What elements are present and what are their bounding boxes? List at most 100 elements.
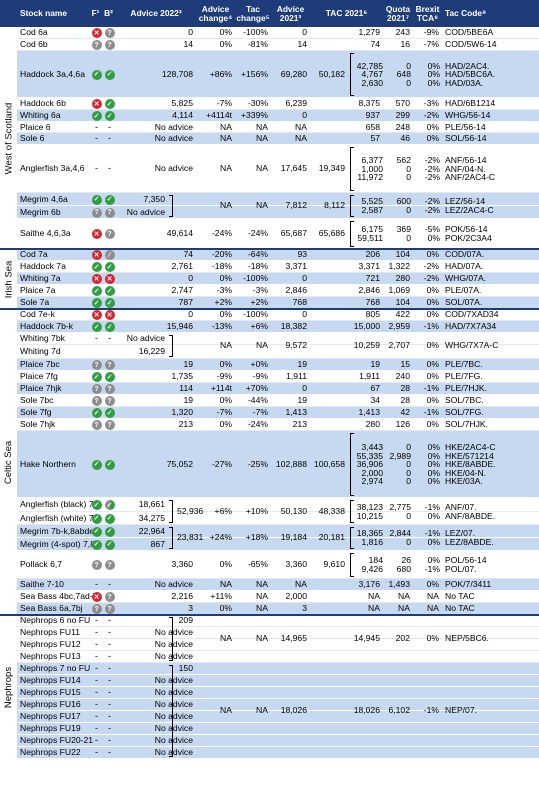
check-icon: ✓ xyxy=(104,194,115,205)
brexit-part: -2% xyxy=(424,163,440,174)
tac-2021: 937 xyxy=(365,110,380,121)
brexit-tca: 0% xyxy=(426,122,439,132)
dash-icon: - xyxy=(108,699,111,710)
b-status: - xyxy=(103,687,116,699)
tac-change: +0% xyxy=(250,359,268,370)
cross-icon: ✕ xyxy=(91,99,102,109)
question-icon: ? xyxy=(104,360,115,370)
quota-2021: 15 xyxy=(400,359,410,370)
quota-part: 0 xyxy=(406,467,411,478)
advice-2021: 65,687 xyxy=(280,228,307,239)
dash-icon: - xyxy=(95,133,98,144)
tac-2021-parts: 6,175 59,511 xyxy=(352,219,383,249)
tac-2021: 206 xyxy=(365,249,380,260)
advice-2022: 0 xyxy=(188,273,193,284)
dash-icon: - xyxy=(95,163,98,174)
brexit-tca: -1% xyxy=(423,321,439,332)
tac-code-parts: LEZ/56-14 LEZ/2AC4-C xyxy=(442,193,539,219)
stock-name: Nephrops FU11 xyxy=(20,627,81,638)
quota-2021: 240 xyxy=(395,371,410,382)
b-status: - xyxy=(103,675,116,687)
table-row-bg xyxy=(17,651,539,663)
question-icon: ? xyxy=(91,360,102,370)
question-icon: ? xyxy=(104,229,115,239)
table-row-bg xyxy=(17,249,539,261)
header-brexit: Brexit TCA⁸ xyxy=(415,4,440,23)
stock-name: Cod 7e-k xyxy=(20,309,55,320)
advice-2022: No advice xyxy=(154,651,193,662)
tac-code-parts: HAD/2AC4. HAD/5BC6A. HAD/03A. xyxy=(442,51,539,98)
header-advice-change: Advice change⁴ xyxy=(198,4,233,23)
dash-icon: - xyxy=(108,663,111,674)
tac-change: +156% xyxy=(241,68,268,79)
advice-change: 0% xyxy=(219,395,232,406)
tac-change: +10% xyxy=(245,505,268,516)
tac-change: NA xyxy=(256,122,268,132)
dash-icon: - xyxy=(108,579,111,590)
header-advice: Advice 2022³ xyxy=(130,8,182,19)
tac-2021-parts: 6,377 1,000 11,972 xyxy=(352,145,383,193)
f-status: ? xyxy=(90,419,103,431)
brace xyxy=(169,335,173,357)
f-status: ✓ xyxy=(90,538,103,551)
tac-code: PLE/7FG. xyxy=(445,371,483,382)
region-label: Celtic Sea xyxy=(0,309,17,615)
f-status: - xyxy=(90,711,103,723)
cross-icon: ✕ xyxy=(91,229,102,239)
stock-name: Haddock 7b-k xyxy=(20,321,74,332)
brace xyxy=(169,665,173,757)
advice-change: -20% xyxy=(211,249,232,260)
stock-name: Plaice 6 xyxy=(20,122,51,132)
advice-2022: 74 xyxy=(183,249,193,260)
f-status: - xyxy=(90,639,103,651)
quota-parts: 369 0 xyxy=(383,219,411,249)
advice-2022: 2,747 xyxy=(171,285,193,296)
brexit-tca: 0% xyxy=(426,419,439,430)
tac-code-parts: LEZ/07. LEZ/8ABDE. xyxy=(442,525,539,551)
table-row-bg xyxy=(17,273,539,285)
b-status: ? xyxy=(103,383,116,395)
brexit-part: 0% xyxy=(427,233,440,243)
tac-part: 184 xyxy=(368,555,383,566)
tac-part: 6,377 xyxy=(361,155,383,166)
advice-change: +6% xyxy=(214,505,232,516)
tac-code: POK/7/3411 xyxy=(445,579,492,590)
advice-2022: 18,661 xyxy=(138,499,165,510)
question-icon: ? xyxy=(104,420,115,430)
advice-2021: 213 xyxy=(292,419,307,430)
quota-part: 369 xyxy=(396,224,411,235)
tac-part: 59,511 xyxy=(357,233,383,243)
tac-code: No TAC xyxy=(445,591,475,602)
brace xyxy=(169,195,173,217)
tac-code: COD/7XAD34 xyxy=(445,309,499,320)
dash-icon: - xyxy=(95,687,98,698)
b-status: - xyxy=(103,122,116,133)
question-icon: ? xyxy=(104,384,115,394)
tac-code-part: LEZ/07. xyxy=(445,528,476,539)
brexit-tca: 0% xyxy=(426,297,439,308)
b-status: - xyxy=(103,747,116,759)
advice-2022: 34,275 xyxy=(138,512,165,523)
table-row-bg xyxy=(17,431,539,498)
tac-part: 4,767 xyxy=(361,69,383,80)
table-row-bg xyxy=(17,395,539,407)
table-row-bg xyxy=(17,27,539,39)
question-icon: ? xyxy=(104,28,115,38)
cross-icon: ✕ xyxy=(104,274,115,284)
advice-change: -13% xyxy=(211,321,232,332)
table-row-bg xyxy=(17,193,539,206)
brexit-parts: 0% 0% 0% 0% 0% xyxy=(413,431,440,498)
tac-change: NA xyxy=(256,579,268,590)
quota-part: 0 xyxy=(406,60,411,71)
advice-2022: 22,964 xyxy=(138,525,165,536)
f-status: - xyxy=(90,735,103,747)
tac-2021-parts: 42,785 4,767 2,630 xyxy=(352,51,383,98)
tac-change: NA xyxy=(256,163,268,174)
question-icon: ? xyxy=(104,592,115,602)
quota-parts: 562 0 0 xyxy=(383,145,411,193)
tac-change: -24% xyxy=(247,228,268,239)
dash-icon: - xyxy=(95,122,98,132)
brexit-tca: -1% xyxy=(423,407,439,418)
stock-name: Plaice 7a xyxy=(20,285,56,296)
table-row-bg xyxy=(17,206,539,219)
